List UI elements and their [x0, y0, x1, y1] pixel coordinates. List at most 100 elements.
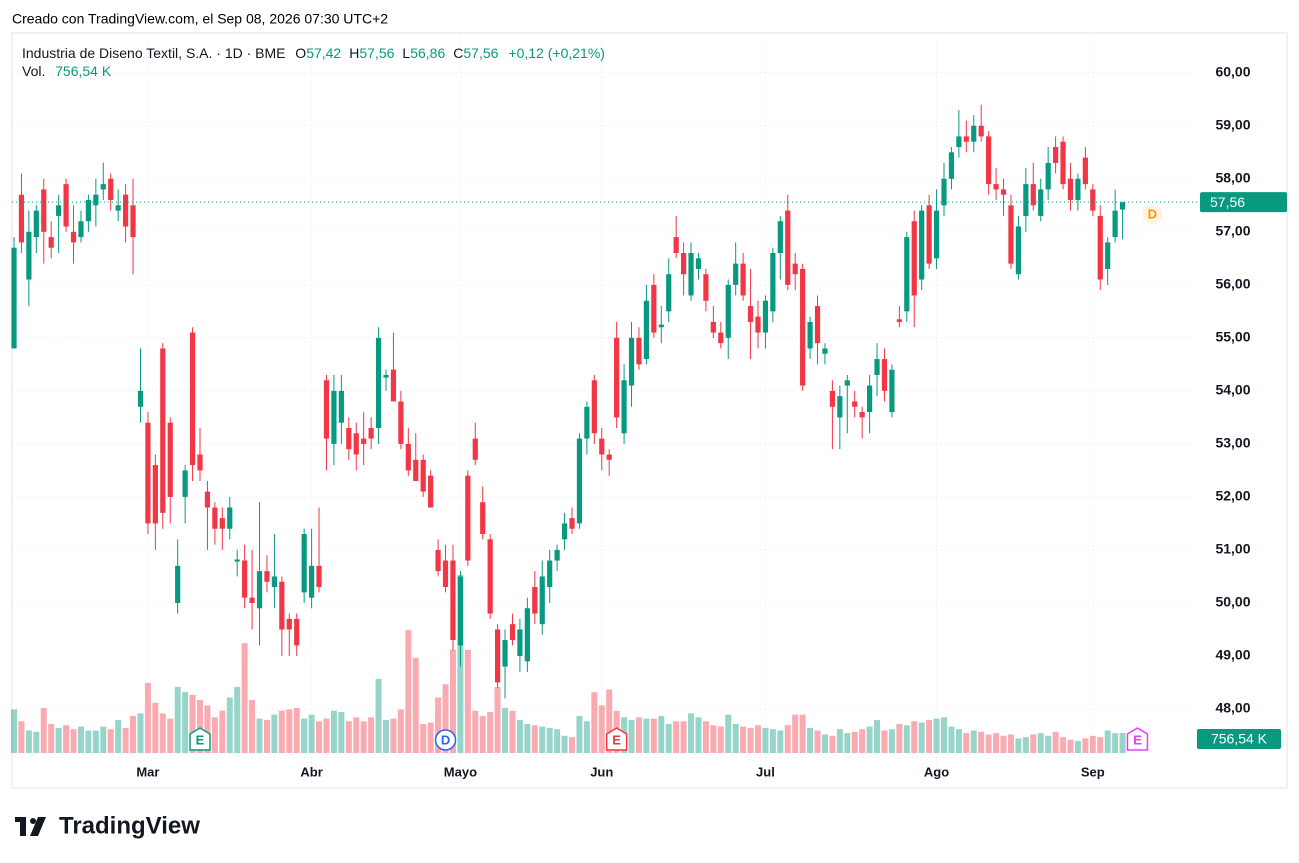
ohlc-label: C: [453, 45, 464, 61]
candle-body: [1060, 141, 1066, 185]
y-tick-label: 54,00: [1215, 382, 1250, 398]
logo: [15, 817, 46, 836]
volume-bar: [494, 686, 501, 753]
candle-body: [993, 184, 999, 190]
y-tick-label: 52,00: [1215, 488, 1250, 504]
volume-bar: [25, 730, 32, 753]
volume-bar: [442, 684, 449, 753]
ohlc-value: 57,56: [359, 45, 395, 61]
volume-bar: [993, 733, 1000, 753]
candle-body: [309, 565, 315, 598]
candle-body: [33, 210, 39, 238]
x-tick-label: Ago: [924, 764, 949, 779]
candle-body: [733, 263, 739, 285]
volume-bar: [509, 710, 516, 753]
volume-bar: [234, 686, 241, 753]
candle-body: [472, 438, 478, 460]
volume-bar: [1007, 734, 1014, 753]
volume-bar: [598, 705, 605, 753]
volume-bar: [546, 727, 553, 753]
candle-body: [547, 560, 553, 588]
volume-bar: [152, 702, 159, 753]
volume-bar: [100, 726, 107, 753]
candle-body: [941, 178, 947, 206]
volume-bar: [308, 714, 315, 753]
volume-bar: [390, 718, 397, 753]
volume-value: 756,54 K: [55, 63, 112, 79]
candle-body: [63, 184, 69, 227]
volume-bar: [1089, 735, 1096, 753]
volume-label: Vol.: [22, 63, 46, 79]
volume-bar: [219, 710, 226, 753]
volume-bar: [814, 730, 821, 753]
x-tick-label: Mayo: [444, 764, 477, 779]
candle-body: [584, 406, 590, 439]
candle-body: [115, 205, 121, 211]
y-tick-label: 60,00: [1215, 63, 1250, 79]
candle-body: [710, 321, 716, 333]
candle-body: [852, 401, 858, 407]
last-price-label: 57,56: [1210, 194, 1245, 210]
volume-bar: [948, 726, 955, 753]
volume-bar: [316, 721, 323, 753]
candle-body: [435, 549, 441, 572]
candle-body: [1097, 215, 1103, 280]
candle-body: [569, 518, 575, 529]
symbol-title: Industria de Diseno Textil, S.A. · 1D · …: [22, 45, 286, 61]
volume-bar: [911, 721, 918, 753]
volume-bar: [1097, 737, 1104, 753]
volume-bar: [63, 725, 70, 753]
candle-body: [197, 454, 203, 471]
candle-body: [137, 390, 144, 407]
candle-body: [227, 507, 233, 529]
candle-body: [480, 502, 486, 535]
candle-body: [123, 194, 129, 227]
candle-body: [1030, 184, 1036, 206]
volume-bar: [226, 697, 233, 753]
volume-bar: [777, 730, 784, 753]
candle-body: [85, 200, 91, 222]
candle-body: [234, 559, 240, 562]
last-price-box: [1200, 192, 1287, 213]
volume-bar: [635, 717, 642, 753]
candle-body: [509, 624, 516, 641]
volume-bar: [1119, 732, 1126, 753]
volume-bar: [888, 729, 895, 753]
candle-body: [1075, 178, 1081, 201]
volume-bar: [881, 730, 888, 753]
volume-bar: [197, 700, 203, 753]
candle-body: [1067, 178, 1074, 201]
candle-body: [338, 390, 344, 423]
candle-body: [747, 306, 754, 322]
volume-bar: [591, 692, 598, 753]
candle-body: [1082, 157, 1088, 185]
candle-body: [599, 438, 605, 455]
candle-body: [465, 475, 471, 561]
volume-bar: [539, 726, 546, 753]
chart-frame: [11, 32, 1288, 789]
candle-body: [1105, 242, 1111, 269]
volume-bar: [955, 729, 962, 753]
candle-body: [688, 253, 694, 296]
event-label: E: [196, 732, 205, 747]
candle-body: [956, 136, 962, 147]
candle-body: [628, 337, 635, 386]
candle-body: [703, 274, 709, 301]
y-tick-label: 55,00: [1215, 329, 1250, 345]
volume-bar: [249, 700, 256, 753]
volume-bar: [286, 709, 293, 753]
candle-body: [807, 321, 813, 349]
candle-body: [204, 491, 211, 508]
x-tick-label: Jul: [756, 764, 775, 779]
candle-body: [904, 237, 910, 312]
volume-bar: [673, 721, 680, 753]
candle-body: [398, 401, 404, 444]
candle-body: [26, 231, 32, 280]
candle-body: [189, 332, 196, 466]
candle-body: [643, 300, 649, 360]
event-marker: [189, 727, 211, 751]
volume-bar: [397, 709, 404, 753]
volume-bar: [531, 725, 538, 753]
volume-bar: [695, 717, 702, 753]
volume-bar: [278, 710, 285, 753]
